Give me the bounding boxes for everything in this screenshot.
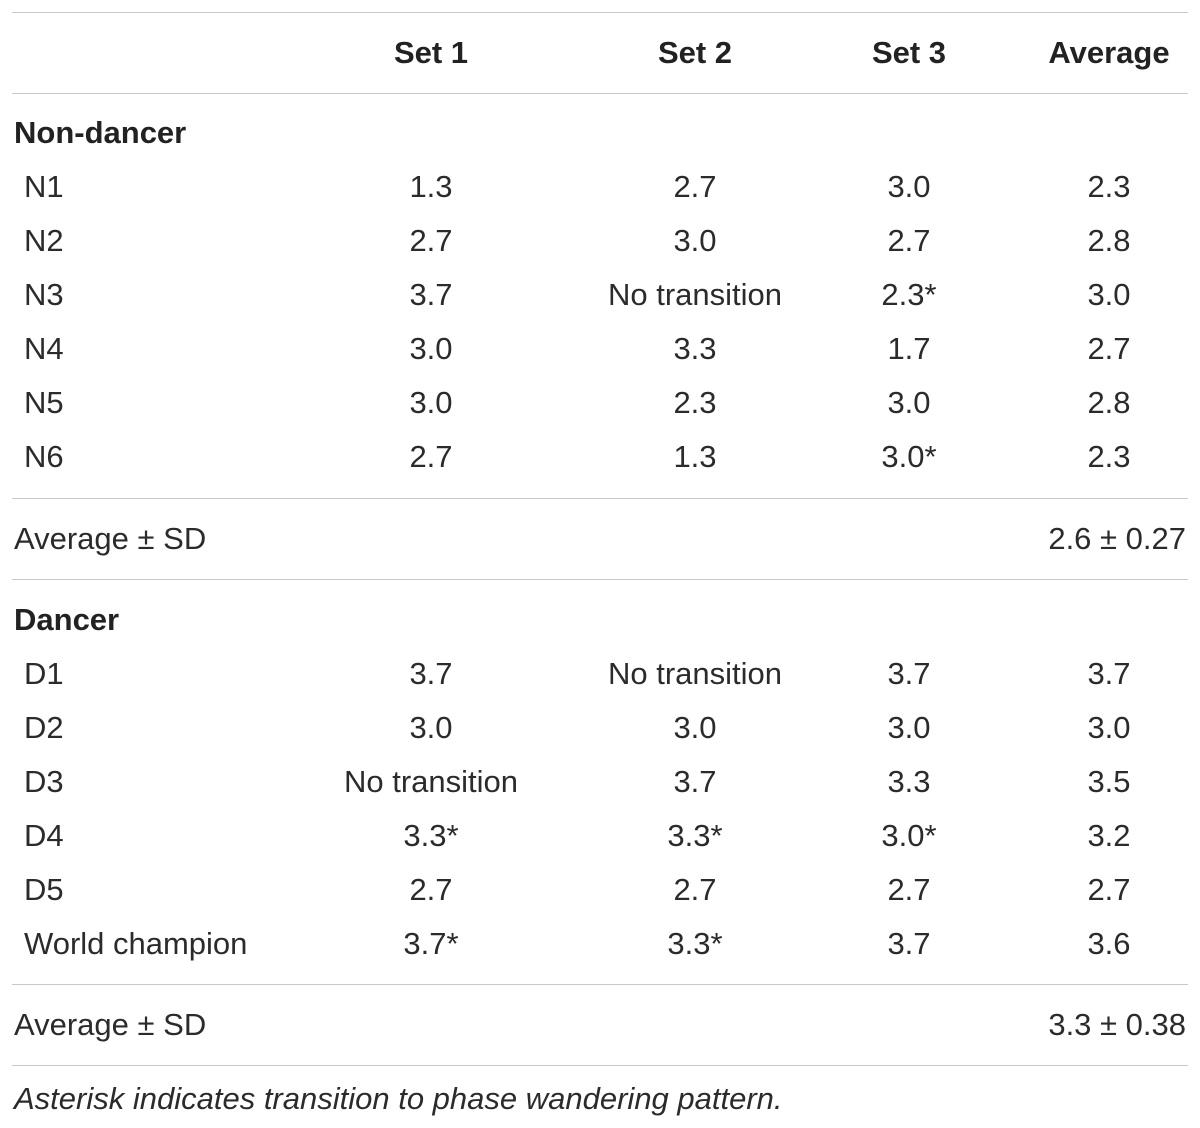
header-row: Set 1 Set 2 Set 3 Average	[0, 26, 1200, 80]
header-set-2: Set 2	[657, 35, 733, 70]
summary-value-dancer: 3.3 ± 0.38	[1048, 1007, 1186, 1042]
cell-set-2: 3.3	[673, 331, 717, 366]
header-set-1: Set 1	[393, 35, 469, 70]
row-label: D5	[24, 872, 64, 907]
cell-average: 3.7	[1087, 656, 1131, 691]
cell-set-3: 3.7	[887, 926, 931, 961]
row-label: N6	[24, 439, 64, 474]
cell-set-2: 1.3	[673, 439, 717, 474]
summary-label-non-dancer: Average ± SD	[14, 521, 207, 556]
cell-set-1: 2.7	[409, 439, 453, 474]
row-label: D1	[24, 656, 64, 691]
cell-set-3: 2.7	[887, 223, 931, 258]
bottom-rule	[12, 1065, 1188, 1066]
row-label: D3	[24, 764, 64, 799]
cell-set-3: 2.3*	[881, 277, 937, 312]
row-label: World champion	[24, 926, 248, 961]
top-rule	[12, 12, 1188, 13]
cell-set-2: 3.3*	[667, 818, 723, 853]
cell-set-3: 2.7	[887, 872, 931, 907]
table-row: D5 2.7 2.7 2.7 2.7	[0, 863, 1200, 917]
table-row: N3 3.7 No transition 2.3* 3.0	[0, 268, 1200, 322]
cell-set-2: No transition	[607, 277, 783, 312]
table-row: D3 No transition 3.7 3.3 3.5	[0, 755, 1200, 809]
cell-average: 3.2	[1087, 818, 1131, 853]
group-rule	[12, 984, 1188, 985]
cell-set-3: 3.0*	[881, 439, 937, 474]
cell-set-1: 3.7*	[403, 926, 459, 961]
table-row: World champion 3.7* 3.3* 3.7 3.6	[0, 917, 1200, 971]
cell-set-1: 3.3*	[403, 818, 459, 853]
cell-set-2: 2.7	[673, 169, 717, 204]
cell-set-3: 3.0	[887, 385, 931, 420]
row-label: N2	[24, 223, 64, 258]
cell-set-1: 3.0	[409, 710, 453, 745]
cell-set-2: 3.7	[673, 764, 717, 799]
summary-rule	[12, 579, 1188, 580]
cell-set-1: 3.7	[409, 656, 453, 691]
group-title-dancer: Dancer	[14, 602, 120, 637]
row-label: D2	[24, 710, 64, 745]
table-row: D2 3.0 3.0 3.0 3.0	[0, 701, 1200, 755]
cell-set-1: 2.7	[409, 223, 453, 258]
cell-set-2: 3.0	[673, 710, 717, 745]
header-average: Average	[1048, 35, 1170, 70]
row-label: D4	[24, 818, 64, 853]
cell-average: 2.3	[1087, 169, 1131, 204]
cell-set-2: No transition	[607, 656, 783, 691]
header-set-3: Set 3	[871, 35, 947, 70]
row-label: N1	[24, 169, 64, 204]
summary-value-non-dancer: 2.6 ± 0.27	[1048, 521, 1186, 556]
cell-set-1: 3.0	[409, 331, 453, 366]
group-title-non-dancer: Non-dancer	[14, 115, 187, 150]
cell-set-3: 3.7	[887, 656, 931, 691]
table-row: N4 3.0 3.3 1.7 2.7	[0, 322, 1200, 376]
cell-set-1: 2.7	[409, 872, 453, 907]
row-label: N4	[24, 331, 64, 366]
summary-label-dancer: Average ± SD	[14, 1007, 207, 1042]
cell-average: 3.0	[1087, 710, 1131, 745]
row-label: N3	[24, 277, 64, 312]
cell-set-3: 3.0*	[881, 818, 937, 853]
cell-average: 3.0	[1087, 277, 1131, 312]
cell-set-3: 3.0	[887, 169, 931, 204]
table-row: D4 3.3* 3.3* 3.0* 3.2	[0, 809, 1200, 863]
cell-set-3: 3.3	[887, 764, 931, 799]
cell-set-3: 1.7	[887, 331, 931, 366]
row-label: N5	[24, 385, 64, 420]
cell-average: 3.5	[1087, 764, 1131, 799]
cell-average: 2.8	[1087, 385, 1131, 420]
cell-set-2: 2.7	[673, 872, 717, 907]
cell-set-3: 3.0	[887, 710, 931, 745]
cell-average: 2.3	[1087, 439, 1131, 474]
cell-set-1: 3.0	[409, 385, 453, 420]
cell-set-2: 3.0	[673, 223, 717, 258]
header-rule	[12, 93, 1188, 94]
table-footnote: Asterisk indicates transition to phase w…	[14, 1081, 783, 1116]
table-row: N2 2.7 3.0 2.7 2.8	[0, 214, 1200, 268]
table-row: D1 3.7 No transition 3.7 3.7	[0, 647, 1200, 701]
cell-set-2: 2.3	[673, 385, 717, 420]
cell-average: 3.6	[1087, 926, 1131, 961]
cell-set-1: 1.3	[409, 169, 453, 204]
cell-set-2: 3.3*	[667, 926, 723, 961]
group-rule	[12, 498, 1188, 499]
cell-average: 2.8	[1087, 223, 1131, 258]
cell-average: 2.7	[1087, 872, 1131, 907]
cell-set-1: 3.7	[409, 277, 453, 312]
table-row: N1 1.3 2.7 3.0 2.3	[0, 160, 1200, 214]
cell-set-1: No transition	[343, 764, 519, 799]
table-row: N6 2.7 1.3 3.0* 2.3	[0, 430, 1200, 484]
table-row: N5 3.0 2.3 3.0 2.8	[0, 376, 1200, 430]
cell-average: 2.7	[1087, 331, 1131, 366]
